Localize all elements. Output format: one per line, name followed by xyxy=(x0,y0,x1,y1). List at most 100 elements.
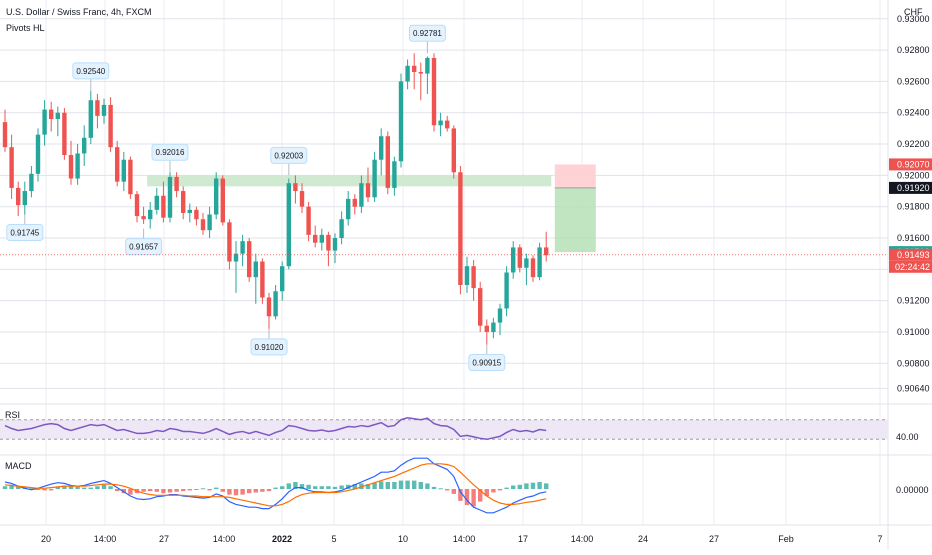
signal-line xyxy=(4,463,547,507)
macd-bar xyxy=(167,489,173,493)
candle-body xyxy=(240,241,245,254)
macd-bar xyxy=(418,482,423,489)
macd-bar xyxy=(9,484,14,489)
candle-body xyxy=(332,238,338,251)
macd-bar xyxy=(530,482,536,489)
macd-bar xyxy=(174,489,179,492)
candle-body xyxy=(22,191,27,206)
support-zone[interactable] xyxy=(147,175,552,187)
time-axis[interactable]: 20 14:00 27 14:00 2022 5 10 14:00 17 14:00 24 27 Feb… xyxy=(41,534,883,544)
candle-body xyxy=(233,253,239,262)
candle-body xyxy=(194,209,199,220)
price-tick: 0.91200 xyxy=(897,296,930,306)
macd-bar xyxy=(478,489,483,502)
macd-bar xyxy=(497,489,503,491)
price-label-box xyxy=(889,158,932,171)
candle-body xyxy=(253,261,258,278)
pivot-labels: 0.92540 0.91745 0.92016 0.91657 0.92003 0.910… xyxy=(6,24,506,371)
pivot-label-box xyxy=(151,143,189,161)
macd-bar xyxy=(148,489,153,492)
macd-bar xyxy=(458,489,463,501)
macd-bar xyxy=(95,486,100,489)
macd-bar xyxy=(273,487,278,489)
macd-title[interactable]: MACD xyxy=(5,461,32,471)
macd-bar xyxy=(220,489,225,492)
symbol-title[interactable]: U.S. Dollar / Swiss Franc, 4h, FXCM xyxy=(6,7,152,17)
price-tick: 0.92400 xyxy=(897,108,930,118)
candle-body xyxy=(260,261,265,298)
candle-body xyxy=(95,100,100,116)
macd-bar xyxy=(299,484,305,489)
macd-bar xyxy=(293,482,298,489)
candle-body xyxy=(431,57,437,126)
macd-bar xyxy=(306,484,311,489)
macd-bar xyxy=(75,486,80,489)
macd-bar xyxy=(214,487,219,489)
candle-body xyxy=(379,136,384,160)
macd-bar xyxy=(372,482,377,489)
candle-body xyxy=(471,266,476,289)
candle-body xyxy=(200,219,206,231)
candle-body xyxy=(101,104,107,116)
macd-bar xyxy=(412,480,417,489)
candle-body xyxy=(484,325,489,332)
candle-body xyxy=(293,183,298,192)
macd-bar xyxy=(319,486,324,489)
pivot-label: 0.92003 xyxy=(274,151,303,160)
candle-body xyxy=(161,195,166,218)
macd-bar xyxy=(425,483,430,489)
candle-body xyxy=(418,72,423,74)
candle-body xyxy=(9,147,14,188)
candle-body xyxy=(537,247,542,278)
drawings[interactable] xyxy=(147,164,596,253)
candle-body xyxy=(108,104,113,148)
macd-bar xyxy=(108,486,113,489)
stop-loss-zone[interactable] xyxy=(554,164,596,188)
candle-body xyxy=(372,159,377,198)
candle-body xyxy=(517,247,522,268)
time-tick: 20 xyxy=(41,534,51,544)
candle-body xyxy=(88,100,93,138)
candle-body xyxy=(82,137,87,154)
candle-body xyxy=(121,159,126,182)
price-label: 0.91493 xyxy=(897,250,930,260)
rsi-title[interactable]: RSI xyxy=(5,410,20,420)
macd-bar xyxy=(49,489,54,491)
indicator-title[interactable]: Pivots HL xyxy=(6,23,45,33)
time-tick: 27 xyxy=(159,534,169,544)
macd-bar xyxy=(88,487,93,489)
macd-bar xyxy=(233,489,239,496)
candle-body xyxy=(35,134,41,174)
macd-bar xyxy=(464,489,470,506)
price-tick: 0.92200 xyxy=(897,139,930,149)
candle-body xyxy=(319,234,324,243)
candle-body xyxy=(29,173,34,192)
take-profit-zone[interactable] xyxy=(554,187,596,253)
macd-bar xyxy=(524,483,529,489)
price-label-box xyxy=(889,181,932,194)
macd-bar xyxy=(227,489,232,495)
currency-label[interactable]: CHF xyxy=(904,7,923,17)
candle-body xyxy=(306,206,311,235)
candle-body xyxy=(141,216,146,220)
macd-bar xyxy=(266,489,272,492)
macd-bar xyxy=(398,480,404,489)
candle-body xyxy=(313,234,318,243)
macd-bar xyxy=(339,485,344,489)
macd-line xyxy=(4,457,547,514)
time-tick: 24 xyxy=(638,534,648,544)
macd-bar xyxy=(260,489,265,492)
macd-bar xyxy=(392,482,397,489)
time-tick: Feb xyxy=(778,534,794,544)
time-tick: 14:00 xyxy=(453,534,476,544)
candle-body xyxy=(491,322,496,332)
candle-body xyxy=(42,109,47,135)
candle-body xyxy=(524,258,529,268)
macd-bar xyxy=(82,487,87,489)
macd-bar xyxy=(207,489,212,491)
macd-bar xyxy=(405,480,410,489)
macd-bar xyxy=(240,489,245,495)
macd-bar xyxy=(280,486,285,489)
